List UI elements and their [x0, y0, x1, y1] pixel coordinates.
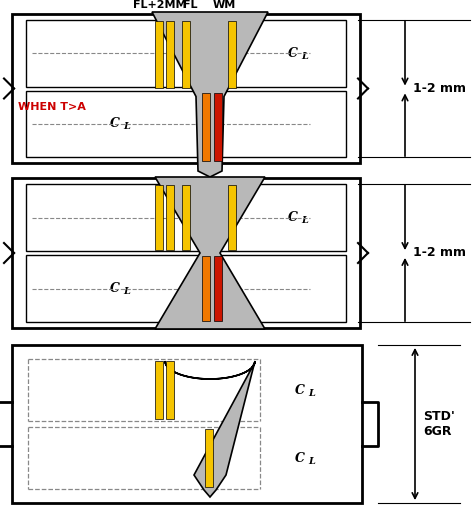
- Text: 1-2 mm: 1-2 mm: [413, 247, 466, 260]
- Polygon shape: [152, 12, 268, 177]
- Text: C: C: [295, 384, 305, 397]
- Bar: [26, 90, 346, 157]
- Bar: [214, 256, 222, 321]
- Bar: [166, 21, 174, 88]
- Bar: [26, 184, 346, 251]
- Text: L: L: [123, 287, 130, 296]
- Bar: [155, 185, 163, 250]
- Bar: [12, 178, 360, 328]
- Bar: [26, 20, 346, 87]
- Bar: [228, 21, 236, 88]
- Bar: [202, 256, 210, 321]
- Text: C: C: [288, 211, 298, 224]
- Polygon shape: [165, 361, 255, 497]
- Bar: [166, 361, 174, 419]
- Text: WM: WM: [212, 0, 236, 10]
- Bar: [155, 21, 163, 88]
- Bar: [202, 92, 210, 161]
- Text: C: C: [110, 282, 120, 295]
- Bar: [166, 185, 174, 250]
- Text: C: C: [288, 47, 298, 60]
- Bar: [12, 345, 362, 503]
- Bar: [155, 361, 163, 419]
- Text: L: L: [308, 388, 315, 398]
- Text: C: C: [295, 451, 305, 464]
- Text: WHEN T>A: WHEN T>A: [18, 102, 86, 111]
- Bar: [214, 92, 222, 161]
- Bar: [182, 185, 190, 250]
- Text: L: L: [123, 122, 130, 131]
- Text: STD'
6GR: STD' 6GR: [423, 410, 455, 438]
- Bar: [228, 185, 236, 250]
- Text: FL+2MM: FL+2MM: [133, 0, 187, 10]
- Bar: [12, 14, 360, 163]
- Text: FL: FL: [183, 0, 197, 10]
- Text: L: L: [301, 52, 308, 61]
- Bar: [26, 255, 346, 322]
- Text: 1-2 mm: 1-2 mm: [413, 82, 466, 95]
- Bar: [182, 21, 190, 88]
- Polygon shape: [155, 177, 265, 329]
- Bar: [205, 429, 213, 487]
- Text: L: L: [308, 457, 315, 465]
- Text: L: L: [301, 216, 308, 225]
- Text: C: C: [110, 117, 120, 130]
